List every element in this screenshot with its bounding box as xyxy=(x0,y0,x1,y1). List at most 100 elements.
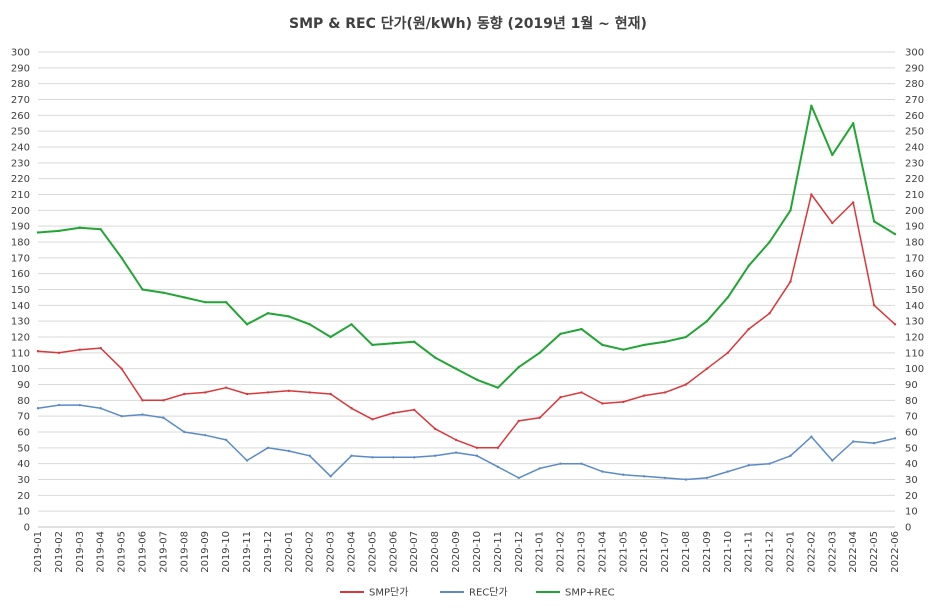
x-tick-label: 2020-05 xyxy=(367,531,378,573)
x-tick-label: 2019-04 xyxy=(96,531,107,573)
y-tick-label-right: 250 xyxy=(905,127,924,138)
data-point xyxy=(287,449,291,453)
data-point xyxy=(183,296,186,299)
data-point xyxy=(705,476,709,480)
x-tick-label: 2020-09 xyxy=(451,531,462,573)
x-tick-label: 2019-07 xyxy=(158,531,169,573)
data-point xyxy=(266,391,270,394)
y-tick-label-right: 230 xyxy=(905,158,924,169)
data-point xyxy=(78,226,82,229)
data-point xyxy=(99,407,102,410)
data-point xyxy=(768,312,771,315)
data-point xyxy=(308,323,311,326)
data-point xyxy=(36,350,40,353)
data-point xyxy=(601,402,604,405)
data-point xyxy=(413,456,416,459)
x-tick-label: 2021-12 xyxy=(765,531,776,573)
x-tick-label: 2020-10 xyxy=(472,531,483,573)
y-tick-label-left: 160 xyxy=(11,269,30,280)
data-point xyxy=(893,232,897,236)
y-tick-label-right: 40 xyxy=(905,459,918,470)
data-point xyxy=(183,430,186,434)
data-point xyxy=(663,476,667,480)
y-tick-label-left: 90 xyxy=(17,380,30,391)
data-point xyxy=(789,209,792,212)
y-tick-label-right: 0 xyxy=(905,523,911,534)
data-point xyxy=(162,291,165,294)
y-tick-label-right: 240 xyxy=(905,143,924,154)
x-tick-label: 2020-03 xyxy=(326,531,337,573)
y-tick-label-left: 50 xyxy=(17,443,30,454)
data-point xyxy=(559,462,562,465)
y-tick-label-right: 140 xyxy=(905,301,924,312)
data-point xyxy=(642,475,646,478)
data-point xyxy=(204,300,207,304)
y-tick-label-left: 200 xyxy=(11,206,30,217)
data-point xyxy=(308,454,311,457)
x-tick-label: 2020-06 xyxy=(388,531,399,573)
data-point xyxy=(78,348,82,351)
data-point xyxy=(663,391,667,394)
data-point xyxy=(559,395,562,399)
y-tick-label-left: 120 xyxy=(11,333,30,344)
y-tick-label-right: 150 xyxy=(905,285,924,296)
data-point xyxy=(245,323,249,326)
data-point xyxy=(329,475,332,478)
data-point xyxy=(78,403,82,407)
data-point xyxy=(413,408,416,412)
y-tick-label-right: 200 xyxy=(905,206,924,217)
data-point xyxy=(893,323,897,326)
data-point xyxy=(726,470,729,473)
data-point xyxy=(580,327,583,331)
y-tick-label-left: 270 xyxy=(11,95,30,106)
y-tick-label-left: 210 xyxy=(11,190,30,201)
data-point xyxy=(642,343,646,347)
data-point xyxy=(705,319,709,323)
x-tick-label: 2021-09 xyxy=(702,531,713,573)
data-point xyxy=(392,456,395,459)
data-point xyxy=(475,454,479,457)
x-tick-label: 2019-05 xyxy=(117,531,128,573)
data-point xyxy=(392,342,395,345)
data-point xyxy=(789,454,792,457)
data-point xyxy=(287,389,291,393)
data-point xyxy=(371,343,374,347)
data-point xyxy=(266,446,270,450)
data-point xyxy=(350,454,353,457)
data-point xyxy=(622,473,625,476)
x-tick-label: 2021-08 xyxy=(681,531,692,573)
data-point xyxy=(684,478,688,481)
y-tick-label-left: 220 xyxy=(11,174,30,185)
data-point xyxy=(433,454,437,457)
data-point xyxy=(120,367,123,370)
data-point xyxy=(559,332,562,336)
y-tick-label-left: 140 xyxy=(11,301,30,312)
y-tick-label-left: 150 xyxy=(11,285,30,296)
x-tick-label: 2020-01 xyxy=(284,531,295,573)
y-tick-label-right: 300 xyxy=(905,48,924,59)
y-tick-label-left: 240 xyxy=(11,143,30,154)
data-point xyxy=(224,438,228,442)
x-tick-label: 2021-10 xyxy=(723,531,734,573)
data-point xyxy=(580,391,583,394)
legend-label: SMP+REC xyxy=(565,588,615,599)
y-tick-label-left: 70 xyxy=(17,412,30,423)
y-tick-label-right: 170 xyxy=(905,253,924,264)
x-tick-label: 2021-01 xyxy=(535,531,546,573)
x-tick-label: 2020-08 xyxy=(430,531,441,573)
data-point xyxy=(663,340,667,343)
data-point xyxy=(329,335,332,339)
y-tick-label-left: 60 xyxy=(17,428,30,439)
y-tick-label-right: 90 xyxy=(905,380,918,391)
series-line-2 xyxy=(37,404,896,481)
data-point xyxy=(810,104,813,108)
data-point xyxy=(622,400,625,404)
x-tick-label: 2021-03 xyxy=(576,531,587,573)
data-point xyxy=(810,193,813,196)
y-tick-label-left: 230 xyxy=(11,158,30,169)
data-point xyxy=(454,451,458,454)
y-tick-label-right: 30 xyxy=(905,475,918,486)
y-tick-label-right: 260 xyxy=(905,111,924,122)
y-tick-label-right: 120 xyxy=(905,333,924,344)
data-point xyxy=(162,416,165,419)
